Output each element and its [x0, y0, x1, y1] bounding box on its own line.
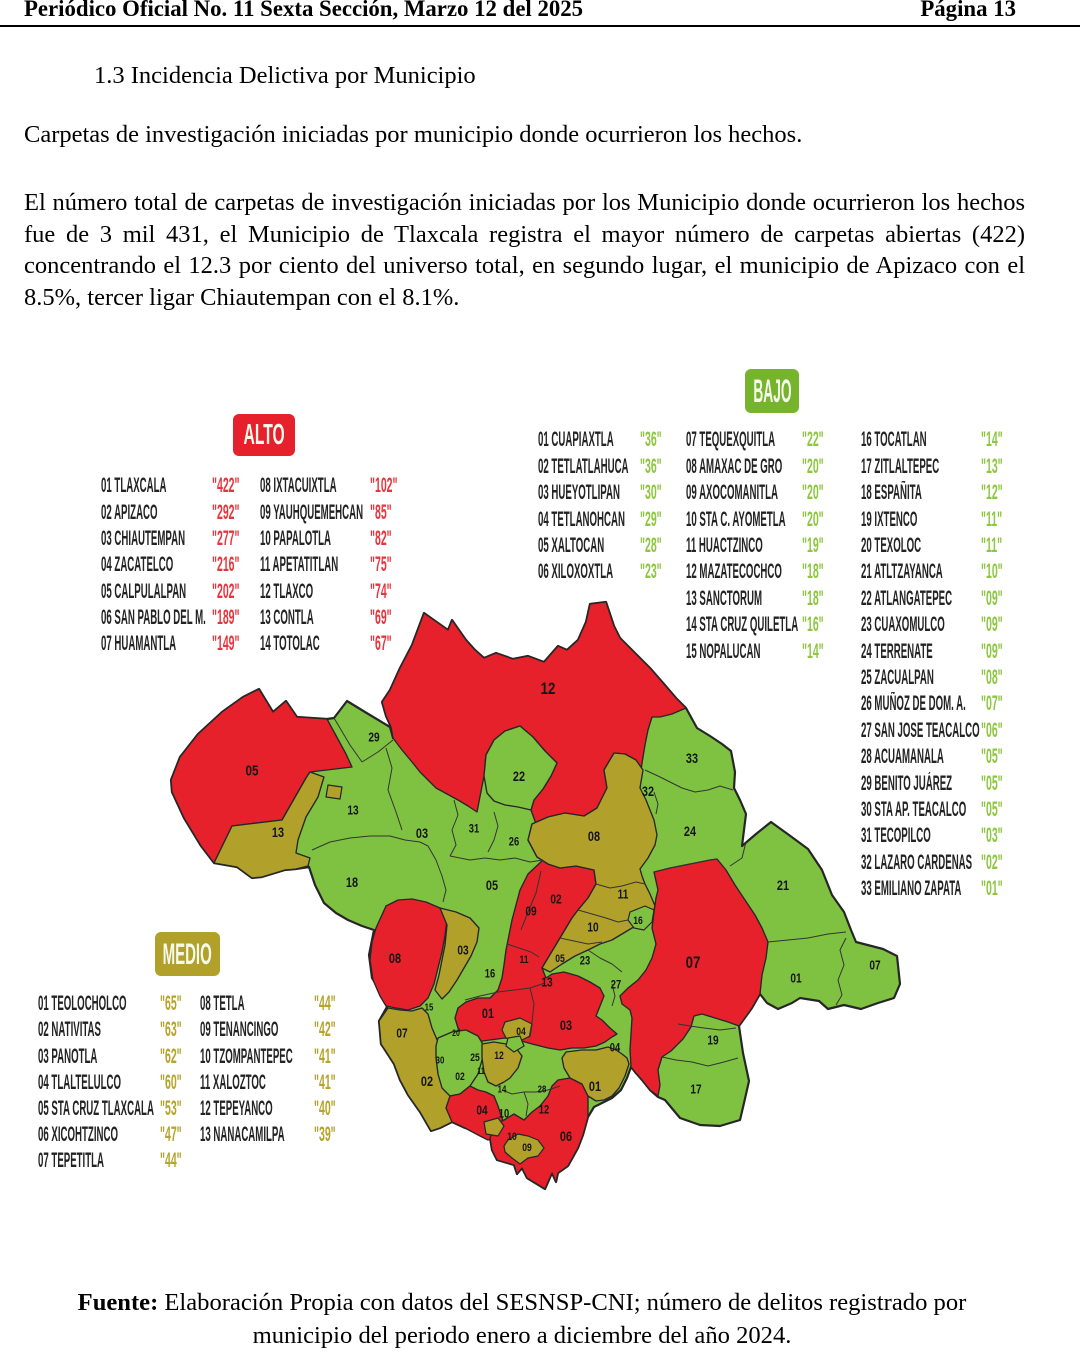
svg-text:09: 09 — [525, 905, 537, 919]
svg-text:08: 08 — [389, 951, 401, 967]
svg-text:03: 03 — [457, 944, 469, 958]
svg-text:05: 05 — [555, 953, 565, 965]
svg-text:13: 13 — [347, 804, 359, 818]
svg-text:03: 03 — [416, 826, 428, 842]
svg-text:30: 30 — [436, 1055, 445, 1066]
svg-text:22: 22 — [513, 769, 525, 785]
svg-text:33: 33 — [686, 751, 698, 767]
svg-text:01: 01 — [790, 972, 802, 986]
svg-text:23: 23 — [580, 954, 590, 967]
svg-text:01: 01 — [482, 1006, 494, 1022]
svg-text:28: 28 — [538, 1084, 547, 1095]
svg-text:19: 19 — [707, 1034, 719, 1048]
svg-text:09: 09 — [522, 1142, 532, 1154]
svg-text:16: 16 — [633, 915, 643, 927]
svg-text:17: 17 — [690, 1083, 701, 1097]
svg-text:12: 12 — [494, 1050, 504, 1062]
svg-text:10: 10 — [507, 1131, 517, 1143]
svg-text:20: 20 — [452, 1028, 460, 1038]
svg-text:02: 02 — [550, 893, 562, 907]
svg-text:16: 16 — [485, 967, 495, 980]
svg-text:06: 06 — [560, 1129, 572, 1145]
svg-text:03: 03 — [560, 1018, 572, 1034]
svg-text:11: 11 — [618, 888, 629, 902]
svg-text:05: 05 — [245, 762, 258, 779]
svg-text:04: 04 — [476, 1104, 488, 1118]
svg-text:04: 04 — [610, 1041, 620, 1054]
svg-text:13: 13 — [272, 825, 284, 841]
svg-text:32: 32 — [642, 784, 654, 800]
svg-text:21: 21 — [777, 878, 789, 894]
svg-text:07: 07 — [396, 1027, 407, 1041]
svg-text:14: 14 — [498, 1084, 507, 1095]
svg-text:18: 18 — [346, 875, 358, 891]
svg-text:24: 24 — [684, 824, 696, 840]
svg-text:05: 05 — [486, 878, 498, 894]
svg-text:07: 07 — [869, 959, 880, 973]
svg-text:12: 12 — [539, 1103, 549, 1116]
svg-text:31: 31 — [469, 822, 479, 835]
svg-text:27: 27 — [611, 978, 621, 991]
svg-text:11: 11 — [477, 1066, 485, 1076]
svg-text:02: 02 — [455, 1071, 465, 1083]
svg-text:11: 11 — [519, 954, 529, 966]
svg-text:02: 02 — [421, 1074, 433, 1090]
svg-text:25: 25 — [470, 1052, 480, 1064]
svg-text:29: 29 — [368, 731, 380, 745]
svg-text:07: 07 — [686, 954, 701, 973]
svg-text:04: 04 — [516, 1026, 526, 1038]
svg-text:26: 26 — [509, 835, 519, 848]
svg-text:15: 15 — [425, 1002, 434, 1013]
svg-text:12: 12 — [541, 680, 556, 699]
svg-text:01: 01 — [589, 1079, 601, 1095]
svg-text:08: 08 — [588, 829, 600, 845]
svg-text:10: 10 — [499, 1107, 509, 1120]
svg-text:10: 10 — [587, 921, 598, 935]
svg-text:13: 13 — [541, 976, 553, 990]
